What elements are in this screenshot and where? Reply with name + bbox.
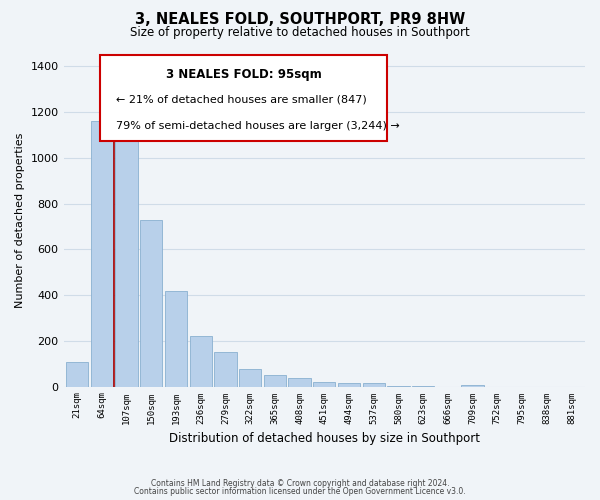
Bar	[362, 383, 385, 386]
Bar	[115, 122, 137, 386]
Bar	[165, 290, 187, 386]
Text: ← 21% of detached houses are smaller (847): ← 21% of detached houses are smaller (84…	[116, 95, 367, 105]
Bar	[289, 378, 311, 386]
Bar	[214, 352, 236, 386]
Bar	[338, 383, 360, 386]
Bar	[140, 220, 163, 386]
Text: 79% of semi-detached houses are larger (3,244) →: 79% of semi-detached houses are larger (…	[116, 122, 400, 132]
Bar	[66, 362, 88, 386]
Text: Size of property relative to detached houses in Southport: Size of property relative to detached ho…	[130, 26, 470, 39]
Bar	[91, 122, 113, 386]
Text: 3, NEALES FOLD, SOUTHPORT, PR9 8HW: 3, NEALES FOLD, SOUTHPORT, PR9 8HW	[135, 12, 465, 28]
Bar	[190, 336, 212, 386]
Bar	[313, 382, 335, 386]
Text: Contains public sector information licensed under the Open Government Licence v3: Contains public sector information licen…	[134, 487, 466, 496]
Bar	[264, 374, 286, 386]
Y-axis label: Number of detached properties: Number of detached properties	[15, 133, 25, 308]
X-axis label: Distribution of detached houses by size in Southport: Distribution of detached houses by size …	[169, 432, 480, 445]
Bar	[239, 370, 261, 386]
FancyBboxPatch shape	[100, 55, 387, 141]
Text: 3 NEALES FOLD: 95sqm: 3 NEALES FOLD: 95sqm	[166, 68, 322, 82]
Text: Contains HM Land Registry data © Crown copyright and database right 2024.: Contains HM Land Registry data © Crown c…	[151, 478, 449, 488]
